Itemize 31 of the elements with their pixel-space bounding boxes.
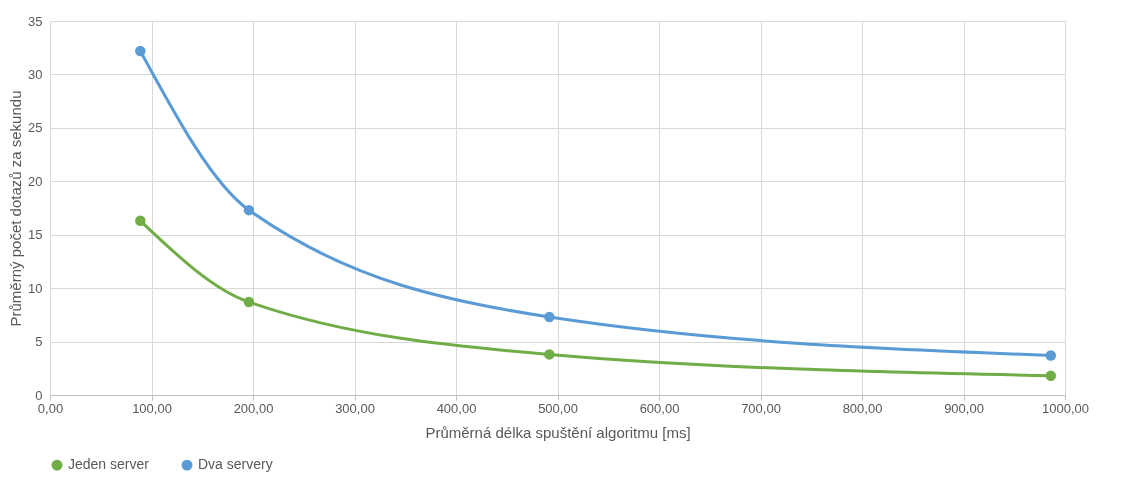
y-axis-title: Průměrný počet dotazů za sekundu — [7, 90, 25, 327]
y-tick-label: 35 — [28, 13, 43, 29]
y-tick-label: 25 — [28, 120, 43, 136]
legend-label: Jeden server — [68, 456, 150, 473]
x-tick-label: 300,00 — [335, 400, 375, 416]
x-tick-label: 0,00 — [37, 400, 64, 416]
x-tick-label: 1000,00 — [1042, 400, 1089, 416]
point — [544, 311, 555, 323]
point — [544, 349, 555, 360]
x-tick-label: 500,00 — [538, 400, 578, 416]
point — [1045, 370, 1057, 381]
point — [1045, 350, 1057, 361]
x-tick-label: 900,00 — [944, 400, 984, 416]
legend-label: Dva servery — [198, 456, 273, 473]
point — [135, 215, 146, 227]
y-tick-label: 30 — [28, 66, 43, 82]
y-tick-label: 10 — [28, 280, 43, 296]
point — [243, 204, 255, 216]
y-tick-label: 5 — [35, 334, 43, 350]
y-tick-label: 20 — [28, 173, 43, 189]
x-tick-label: 700,00 — [741, 400, 781, 416]
x-tick-label: 100,00 — [132, 400, 172, 416]
x-axis-title: Průměrná délka spuštění algoritmu [ms] — [425, 423, 691, 441]
x-tick-label: 600,00 — [639, 400, 680, 416]
y-tick-label: 0 — [35, 387, 43, 403]
x-tick-label: 200,00 — [233, 400, 274, 416]
x-tick-label: 800,00 — [842, 400, 883, 416]
point — [243, 296, 255, 308]
y-tick-label: 15 — [28, 227, 43, 243]
x-tick-label: 400,00 — [436, 400, 477, 416]
point — [135, 45, 146, 57]
